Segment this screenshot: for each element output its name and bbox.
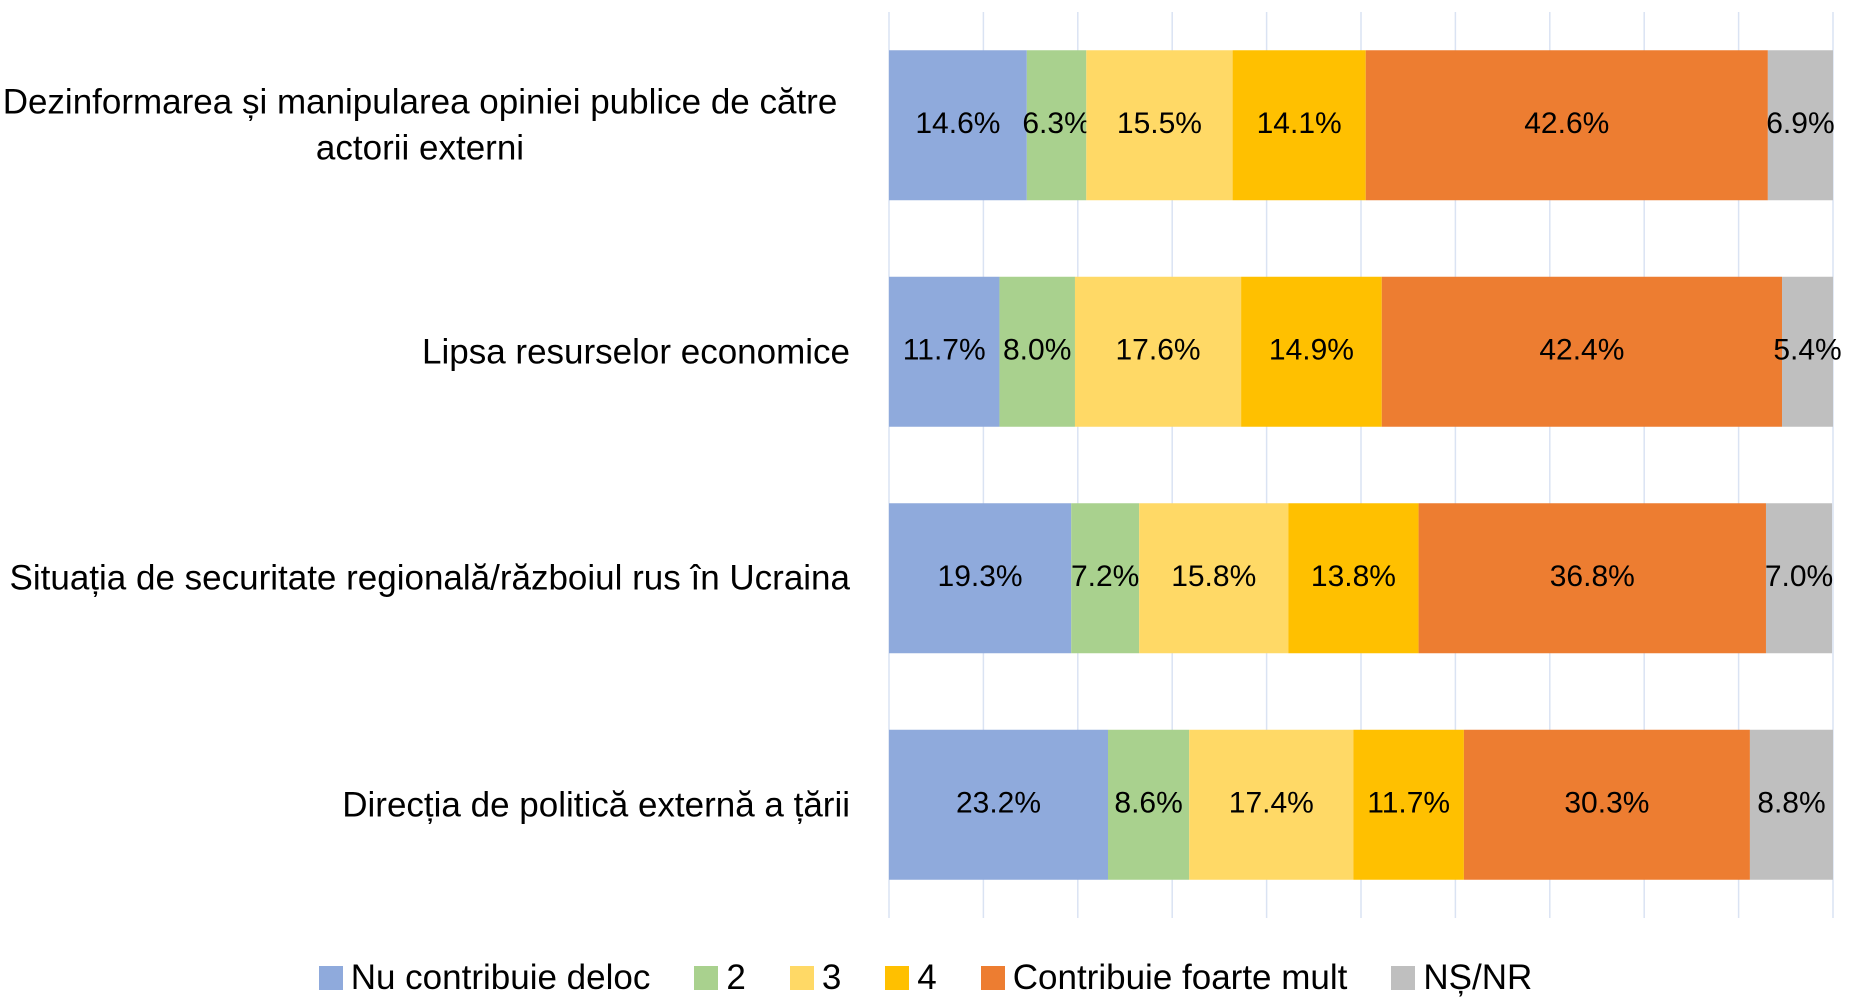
category-label-box: Lipsa resurselor economice (0, 329, 850, 375)
legend-label: Contribuie foarte mult (1012, 958, 1348, 997)
data-label: 36.8% (1550, 560, 1635, 593)
category-label-box: Direcția de politică externă a țării (0, 782, 850, 828)
legend-swatch (318, 966, 343, 990)
y-tick-label: Dezinformarea și manipularea opiniei pub… (2, 82, 838, 168)
legend-item: 4 (885, 958, 937, 998)
legend-label: 3 (821, 958, 842, 997)
legend-swatch (694, 966, 719, 990)
legend-item: 3 (789, 958, 842, 998)
data-label: 19.3% (938, 560, 1023, 593)
data-label: 5.4% (1773, 334, 1841, 367)
bar-segment (1749, 729, 1833, 880)
legend-item: NȘ/NR (1391, 958, 1532, 998)
data-label: 15.5% (1117, 107, 1202, 140)
legend-swatch (885, 966, 910, 990)
bar-segment (1139, 503, 1289, 654)
y-tick-label: Situația de securitate regională/războiu… (9, 558, 850, 598)
data-label: 6.3% (1022, 107, 1090, 140)
data-label: 14.6% (915, 107, 1000, 140)
data-label: 23.2% (956, 787, 1041, 820)
legend-item: 2 (694, 958, 746, 998)
legend-swatch (980, 966, 1005, 990)
data-label: 42.4% (1539, 334, 1624, 367)
bar-segment (1026, 50, 1087, 201)
data-label: 14.1% (1257, 107, 1342, 140)
legend-label: NȘ/NR (1423, 958, 1533, 997)
bar-segment (889, 729, 1109, 880)
data-label: 17.6% (1116, 334, 1201, 367)
data-label: 8.8% (1757, 787, 1825, 820)
data-label: 14.9% (1269, 334, 1354, 367)
data-label: 7.0% (1765, 560, 1833, 593)
bar-segment (1189, 729, 1354, 880)
bar-segment (1463, 729, 1750, 880)
data-label: 11.7% (903, 334, 986, 367)
bar-segment (889, 50, 1027, 201)
legend-label: Nu contribuie deloc (350, 958, 651, 997)
data-label: 42.6% (1524, 107, 1609, 140)
y-tick-label: Direcția de politică externă a țării (342, 785, 850, 824)
bar-segment (1071, 503, 1140, 654)
data-label: 6.9% (1766, 107, 1834, 140)
bar-segment (999, 276, 1075, 427)
legend-item: Nu contribuie deloc (318, 958, 651, 998)
bar-segment (1288, 503, 1419, 654)
bar-segment (1365, 50, 1768, 201)
legend-item: Contribuie foarte mult (980, 958, 1348, 998)
legend-label: 4 (917, 958, 937, 997)
legend-label: 2 (726, 958, 746, 997)
bar-segment (1108, 729, 1190, 880)
category-label-box: Situația de securitate regională/războiu… (0, 556, 850, 602)
bar-segment (1381, 276, 1783, 427)
bar-segment (1782, 276, 1833, 427)
data-label: 11.7% (1367, 787, 1450, 820)
legend-swatch (789, 966, 814, 990)
bar-segment (1241, 276, 1382, 427)
legend-swatch (1391, 966, 1416, 990)
data-label: 8.0% (1003, 334, 1071, 367)
bar-segment (1353, 729, 1464, 880)
data-label: 7.2% (1071, 560, 1139, 593)
bar-segment (1765, 503, 1833, 654)
data-label: 30.3% (1564, 787, 1649, 820)
bar-segment (889, 276, 1000, 427)
category-label-box: Dezinformarea și manipularea opiniei pub… (0, 80, 850, 171)
data-label: 17.4% (1229, 787, 1314, 820)
y-tick-label: Lipsa resurselor economice (422, 332, 850, 371)
bar-segment (1074, 276, 1242, 427)
legend: Nu contribuie deloc 2 3 4 Contribuie foarte … (0, 958, 1851, 998)
data-label: 15.8% (1171, 560, 1256, 593)
bar-segment (1232, 50, 1366, 201)
bar-segment (1418, 503, 1766, 654)
data-label: 8.6% (1114, 787, 1182, 820)
data-label: 13.8% (1311, 560, 1396, 593)
bar-segment (1767, 50, 1833, 201)
bar-segment (889, 503, 1072, 654)
bar-segment (1086, 50, 1233, 201)
